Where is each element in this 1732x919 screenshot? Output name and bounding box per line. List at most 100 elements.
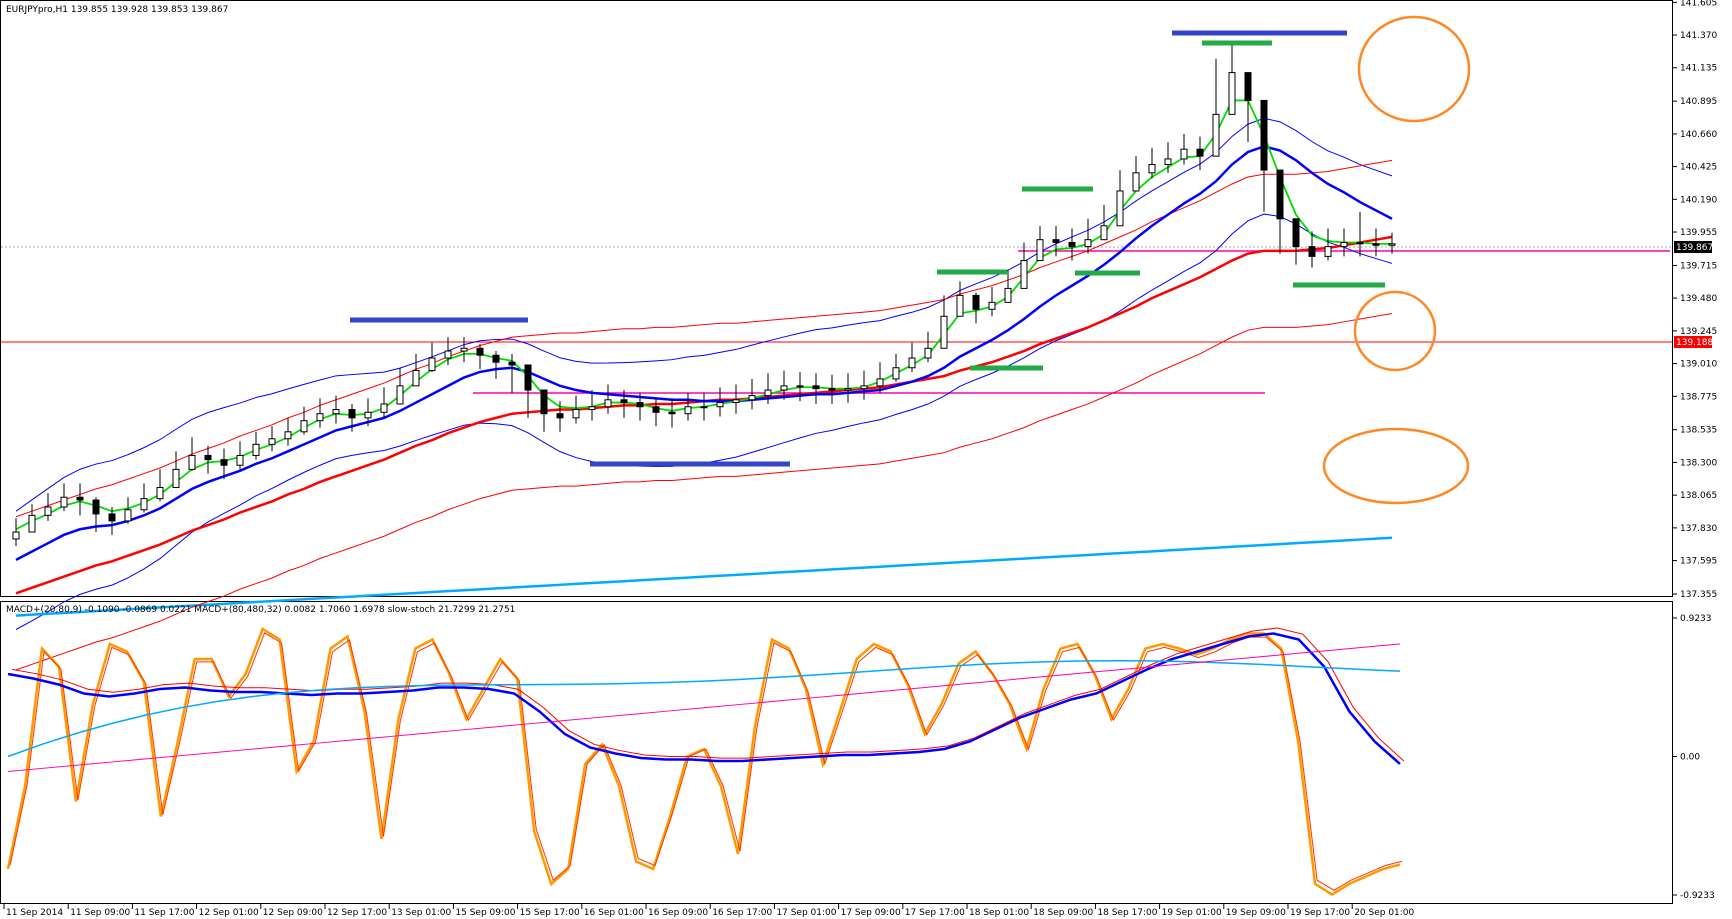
- candle-body: [524, 364, 532, 391]
- indicator-pane: [0, 601, 1673, 904]
- candle-body: [876, 378, 884, 387]
- candle-body: [764, 389, 772, 397]
- x-tick-label: 15 Sep 09:00: [455, 908, 515, 918]
- candle-body: [892, 367, 900, 380]
- y-tick-label: 141.370: [1680, 31, 1717, 41]
- candle-body: [620, 399, 628, 404]
- x-tick-label: 17 Sep 01:00: [776, 908, 836, 918]
- candle-body: [1340, 241, 1348, 248]
- x-tick-label: 19 Sep 01:00: [1162, 908, 1222, 918]
- candle-body: [124, 509, 132, 522]
- candle-body: [572, 409, 580, 419]
- candle-body: [12, 531, 20, 540]
- highlight-circle: [1357, 15, 1471, 123]
- candle-body: [1020, 260, 1028, 289]
- candle-body: [108, 513, 116, 522]
- x-tick-label: 18 Sep 17:00: [1097, 908, 1157, 918]
- x-tick-label: 15 Sep 17:00: [520, 908, 580, 918]
- candle-body: [716, 402, 724, 408]
- y-tick-label: 0.9233: [1680, 614, 1712, 624]
- candle-body: [380, 403, 388, 413]
- macd-fast-line: [7, 632, 1401, 765]
- candle-body: [188, 454, 196, 470]
- y-tick-label: 138.775: [1680, 392, 1717, 402]
- candle-body: [1308, 246, 1316, 257]
- y-tick-label: 137.355: [1680, 590, 1717, 600]
- y-axis-main: 141.605 141.370 141.135 140.895 140.660 140.4…: [1672, 0, 1717, 600]
- macd-signal-line: [11, 627, 1405, 762]
- candle-body: [508, 361, 516, 366]
- candle-body: [1180, 148, 1188, 160]
- x-axis: 11 Sep 2014 11 Sep 09:00 11 Sep 17:00 12 Se…: [3, 904, 1415, 918]
- candle-body: [444, 350, 452, 359]
- x-tick-label: 13 Sep 01:00: [391, 908, 451, 918]
- candle-body: [364, 411, 372, 419]
- candle-body: [972, 294, 980, 310]
- candle-body: [1292, 218, 1300, 248]
- x-tick-label: 11 Sep 2014: [6, 908, 63, 918]
- candle-body: [332, 409, 340, 415]
- candle-body: [828, 388, 836, 391]
- y-tick-label: 141.605: [1680, 0, 1717, 8]
- candle-body: [236, 454, 244, 466]
- x-tick-label: 18 Sep 01:00: [969, 908, 1029, 918]
- current-price-label-bg: [1674, 241, 1712, 253]
- hline-price-label: 139.188: [1676, 338, 1713, 348]
- x-tick-label: 12 Sep 01:00: [199, 908, 259, 918]
- candle-body: [604, 399, 612, 408]
- candle-body: [348, 409, 356, 419]
- candle-body: [700, 406, 708, 409]
- candle-body: [860, 385, 868, 390]
- y-tick-label: 141.135: [1680, 64, 1717, 74]
- candle-body: [1212, 113, 1220, 157]
- x-tick-label: 17 Sep 09:00: [841, 908, 901, 918]
- candle-body: [460, 347, 468, 352]
- x-tick-label: 20 Sep 01:00: [1354, 908, 1414, 918]
- current-price-label: 139.867: [1676, 243, 1713, 253]
- candle-body: [492, 354, 500, 363]
- y-tick-label: 138.300: [1680, 458, 1717, 468]
- x-tick-label: 11 Sep 09:00: [70, 908, 130, 918]
- y-tick-label: 140.895: [1680, 97, 1717, 107]
- candle-body: [540, 389, 548, 415]
- candle-body: [556, 413, 564, 419]
- candle-body: [412, 370, 420, 387]
- y-tick-label: 137.830: [1680, 524, 1717, 534]
- y-tick-label: -0.9233: [1680, 891, 1715, 901]
- chart-header: EURJPYpro,H1 139.855 139.928 139.853 139…: [6, 5, 228, 15]
- candle-body: [1068, 241, 1076, 248]
- bollinger-lower: [15, 213, 1393, 630]
- y-tick-label: 139.010: [1680, 360, 1717, 370]
- candle-body: [1052, 239, 1060, 243]
- x-tick-label: 12 Sep 17:00: [327, 908, 387, 918]
- candle-body: [1260, 99, 1268, 171]
- candle-body: [1244, 72, 1252, 101]
- candle-body: [476, 347, 484, 356]
- stoch-line: [6, 627, 1401, 896]
- stoch-signal-line: [9, 632, 1403, 891]
- candle-body: [220, 459, 228, 466]
- x-tick-label: 19 Sep 09:00: [1226, 908, 1286, 918]
- indicator-header: MACD+(20,80,9) -0.1090 -0.0869 0.0221 MA…: [6, 605, 515, 615]
- candle-body: [636, 402, 644, 408]
- candle-body: [140, 498, 148, 511]
- x-tick-label: 18 Sep 09:00: [1033, 908, 1093, 918]
- y-tick-label: 137.595: [1680, 557, 1717, 567]
- candle-body: [668, 411, 676, 415]
- candle-body: [956, 294, 964, 317]
- candles: [12, 44, 1396, 546]
- candle-body: [1356, 241, 1364, 245]
- candle-body: [1324, 246, 1332, 257]
- candle-body: [1004, 287, 1012, 303]
- candle-body: [1276, 169, 1284, 220]
- ema-long-line: [15, 536, 1393, 617]
- candle-body: [44, 506, 52, 516]
- y-tick-label: 0.00: [1680, 753, 1700, 763]
- macd-slow-signal-line: [7, 643, 1401, 772]
- candle-body: [908, 357, 916, 369]
- x-tick-label: 16 Sep 09:00: [648, 908, 708, 918]
- candle-body: [844, 388, 852, 391]
- candle-body: [1148, 163, 1156, 174]
- main-pane: [0, 0, 1673, 597]
